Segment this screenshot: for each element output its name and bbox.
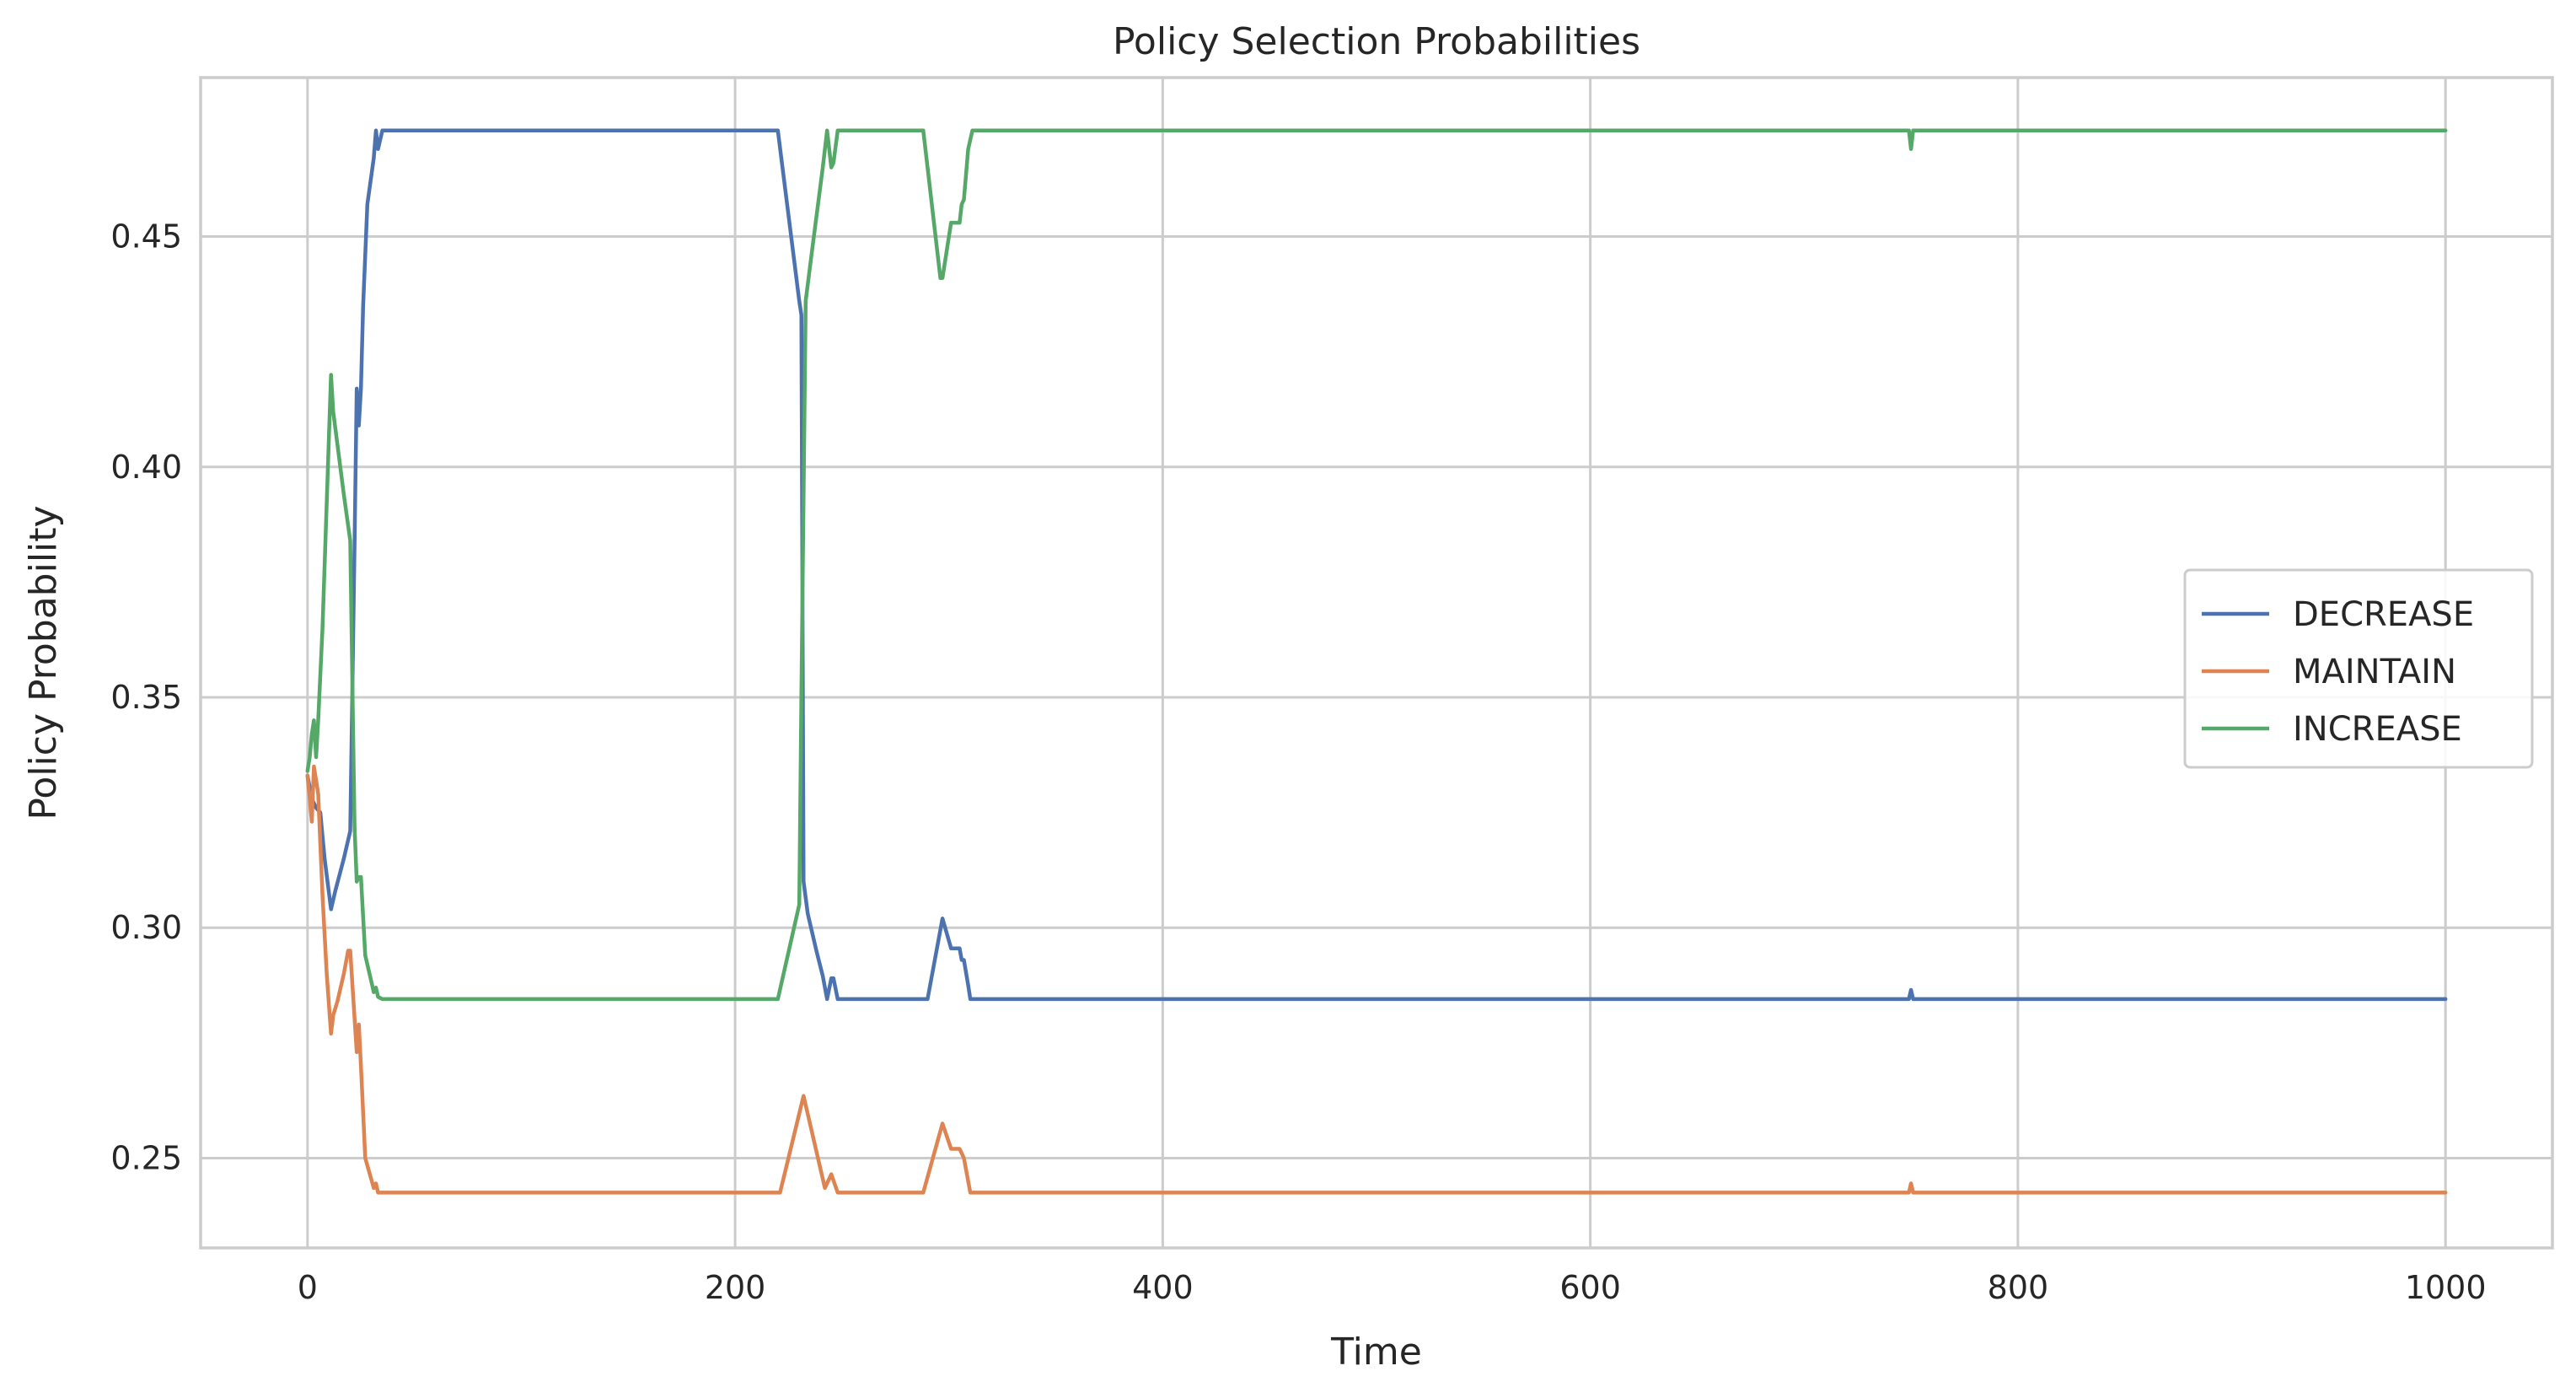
x-tick-label: 0 [298, 1269, 318, 1306]
legend: DECREASE MAINTAIN INCREASE [2183, 568, 2534, 769]
x-tick-label: 600 [1559, 1269, 1621, 1306]
x-tick-label: 200 [705, 1269, 766, 1306]
x-tick-label: 800 [1988, 1269, 2049, 1306]
y-axis-title: Policy Probability [22, 505, 65, 820]
x-axis-ticks: 0 200 400 600 800 1000 [298, 1269, 2487, 1306]
x-axis-title: Time [1330, 1331, 1422, 1374]
chart-title: Policy Selection Probabilities [1113, 20, 1640, 63]
y-tick-label: 0.30 [110, 909, 182, 946]
x-tick-label: 1000 [2405, 1269, 2487, 1306]
series-line-maintain [305, 764, 2448, 1195]
legend-label-decrease: DECREASE [2293, 595, 2474, 634]
y-tick-label: 0.25 [110, 1139, 182, 1176]
legend-label-increase: INCREASE [2293, 710, 2462, 749]
x-tick-label: 400 [1132, 1269, 1194, 1306]
legend-label-maintain: MAINTAIN [2293, 653, 2456, 691]
legend-box [2183, 568, 2534, 769]
plot-frame [199, 76, 2554, 1250]
y-tick-label: 0.35 [110, 679, 182, 716]
y-tick-label: 0.45 [110, 218, 182, 255]
y-axis-ticks: 0.25 0.30 0.35 0.40 0.45 [110, 218, 182, 1177]
series-line-decrease [305, 128, 2448, 1002]
series-layer [305, 128, 2448, 1195]
series-line-increase [305, 128, 2448, 1002]
y-tick-label: 0.40 [110, 449, 182, 486]
grid-lines [201, 78, 2552, 1248]
